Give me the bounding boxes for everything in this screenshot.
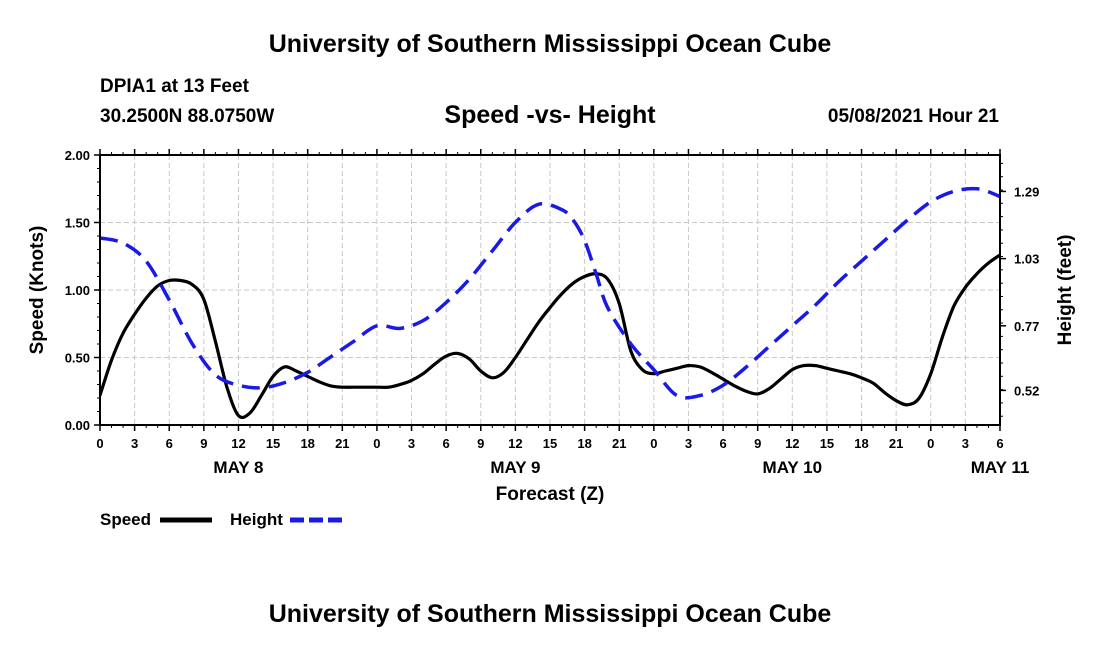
x-tick-label: 0 bbox=[650, 436, 657, 451]
x-tick-label: 0 bbox=[373, 436, 380, 451]
x-tick-label: 18 bbox=[300, 436, 314, 451]
legend-label-height: Height bbox=[230, 510, 283, 529]
chart-subtitle: Speed -vs- Height bbox=[444, 101, 656, 129]
date-label: MAY 9 bbox=[490, 458, 540, 477]
chart-legend: Speed Height bbox=[100, 510, 342, 529]
x-tick-label: 21 bbox=[889, 436, 903, 451]
x-tick-label: 15 bbox=[266, 436, 280, 451]
x-tick-label: 6 bbox=[443, 436, 450, 451]
x-tick-label: 21 bbox=[335, 436, 349, 451]
series-line-speed bbox=[100, 253, 1000, 420]
x-tick-label: 12 bbox=[785, 436, 799, 451]
footer-title: University of Southern Mississippi Ocean… bbox=[268, 600, 832, 628]
x-tick-label: 3 bbox=[408, 436, 415, 451]
x-tick-label: 18 bbox=[577, 436, 591, 451]
x-tick-label: 12 bbox=[231, 436, 245, 451]
chart-series bbox=[100, 186, 1000, 420]
x-tick-label: 0 bbox=[927, 436, 934, 451]
x-tick-label: 6 bbox=[719, 436, 726, 451]
x-tick-label: 9 bbox=[754, 436, 761, 451]
page-title: University of Southern Mississippi Ocean… bbox=[268, 30, 832, 58]
y-tick-label: 1.00 bbox=[65, 283, 90, 298]
y2-tick-label: 0.77 bbox=[1014, 319, 1039, 334]
x-tick-label: 3 bbox=[685, 436, 692, 451]
date-label: MAY 8 bbox=[213, 458, 263, 477]
station-label: DPIA1 at 13 Feet bbox=[100, 76, 249, 97]
date-label: MAY 10 bbox=[763, 458, 823, 477]
x-tick-label: 9 bbox=[200, 436, 207, 451]
y-tick-label: 0.00 bbox=[65, 418, 90, 433]
x-tick-label: 21 bbox=[612, 436, 626, 451]
x-tick-label: 12 bbox=[508, 436, 522, 451]
date-label: MAY 11 bbox=[971, 458, 1030, 477]
y2-tick-label: 0.52 bbox=[1014, 383, 1039, 398]
y2-tick-label: 1.03 bbox=[1014, 252, 1039, 267]
station-coordinates: 30.2500N 88.0750W bbox=[100, 106, 275, 127]
x-tick-label: 3 bbox=[962, 436, 969, 451]
x-tick-label: 15 bbox=[543, 436, 557, 451]
y-tick-label: 1.50 bbox=[65, 216, 90, 231]
x-tick-label: 18 bbox=[854, 436, 868, 451]
x-tick-label: 6 bbox=[996, 436, 1003, 451]
x-tick-label: 0 bbox=[96, 436, 103, 451]
x-axis-label: Forecast (Z) bbox=[496, 484, 605, 505]
forecast-datetime: 05/08/2021 Hour 21 bbox=[827, 106, 999, 127]
x-tick-label: 6 bbox=[166, 436, 173, 451]
chart-axes: 0 3 6 9 12 15 18 21 0 3 6 9 12 15 18 21 0 3 6 9 12 15 18 21 0 3 6 M… bbox=[27, 148, 1076, 505]
x-tick-label: 3 bbox=[131, 436, 138, 451]
y-tick-label: 2.00 bbox=[65, 148, 90, 163]
chart-gridlines bbox=[100, 155, 1000, 425]
y-axis-label: Speed (Knots) bbox=[27, 226, 48, 355]
legend-label-speed: Speed bbox=[100, 510, 151, 529]
y-tick-label: 0.50 bbox=[65, 351, 90, 366]
x-tick-label: 9 bbox=[477, 436, 484, 451]
y2-tick-label: 1.29 bbox=[1014, 184, 1039, 199]
series-line-height bbox=[100, 186, 1000, 400]
x-tick-label: 15 bbox=[820, 436, 834, 451]
y2-axis-label: Height (feet) bbox=[1055, 235, 1076, 346]
